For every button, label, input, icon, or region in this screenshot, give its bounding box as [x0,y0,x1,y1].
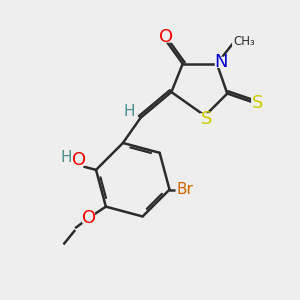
FancyBboxPatch shape [123,106,136,117]
Text: O: O [72,151,86,169]
FancyBboxPatch shape [215,57,228,68]
Text: H: H [123,104,135,119]
Text: Br: Br [177,182,194,197]
FancyBboxPatch shape [72,154,85,166]
Text: H: H [61,150,72,165]
FancyBboxPatch shape [159,32,172,43]
FancyBboxPatch shape [251,98,264,109]
Text: S: S [201,110,212,128]
FancyBboxPatch shape [60,152,73,163]
FancyBboxPatch shape [232,36,257,47]
FancyBboxPatch shape [200,113,213,124]
Text: O: O [82,209,96,227]
Text: O: O [159,28,173,46]
FancyBboxPatch shape [82,212,95,224]
FancyBboxPatch shape [176,184,195,195]
Text: CH₃: CH₃ [234,35,255,48]
Text: S: S [252,94,263,112]
Text: N: N [214,53,228,71]
